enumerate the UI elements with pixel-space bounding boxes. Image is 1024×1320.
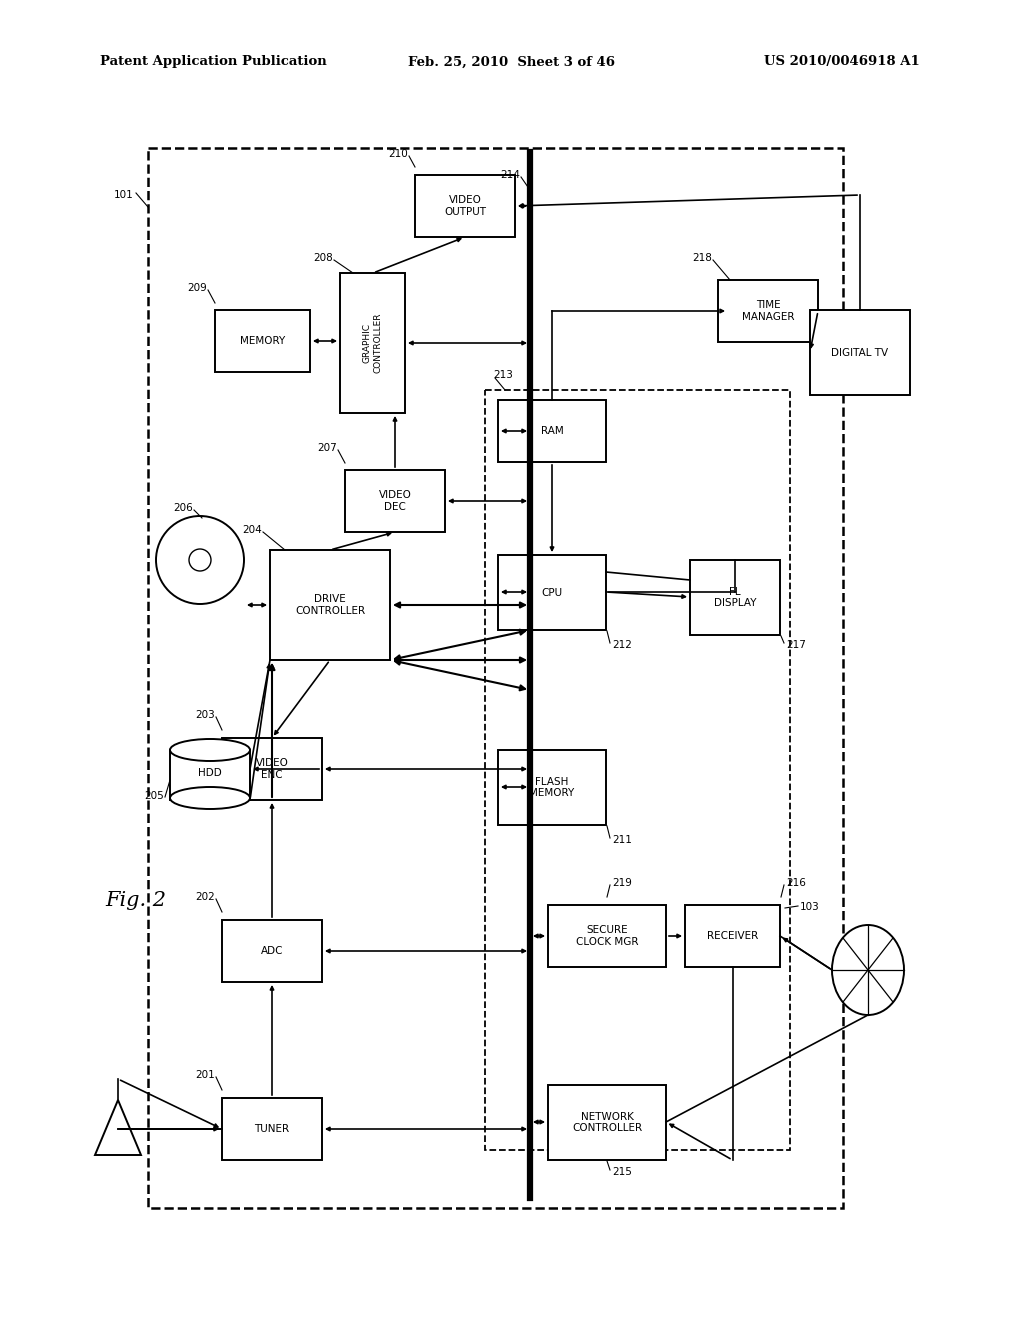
Text: DRIVE
CONTROLLER: DRIVE CONTROLLER	[295, 594, 366, 616]
Bar	[340, 273, 406, 413]
Bar	[690, 560, 780, 635]
Text: 213: 213	[493, 370, 513, 380]
Text: VIDEO
ENC: VIDEO ENC	[256, 758, 289, 780]
Ellipse shape	[170, 739, 250, 762]
Text: 214: 214	[500, 170, 520, 180]
Bar	[548, 1085, 666, 1160]
Text: US 2010/0046918 A1: US 2010/0046918 A1	[764, 55, 920, 69]
Bar	[270, 550, 390, 660]
Text: 219: 219	[612, 878, 632, 888]
Text: FLASH
MEMORY: FLASH MEMORY	[529, 776, 574, 799]
Text: 103: 103	[800, 902, 820, 912]
Text: 204: 204	[243, 525, 262, 535]
Bar	[170, 750, 250, 800]
Ellipse shape	[170, 787, 250, 809]
Text: RECEIVER: RECEIVER	[707, 931, 758, 941]
Text: 218: 218	[692, 253, 712, 263]
Text: SECURE
CLOCK MGR: SECURE CLOCK MGR	[575, 925, 638, 946]
Text: NETWORK
CONTROLLER: NETWORK CONTROLLER	[572, 1111, 642, 1134]
Text: 211: 211	[612, 836, 632, 845]
Bar	[810, 310, 910, 395]
Text: GRAPHIC
CONTROLLER: GRAPHIC CONTROLLER	[362, 313, 382, 374]
Text: FL
DISPLAY: FL DISPLAY	[714, 586, 757, 609]
Bar	[548, 906, 666, 968]
Text: MEMORY: MEMORY	[240, 337, 285, 346]
Bar	[415, 176, 515, 238]
Text: 208: 208	[313, 253, 333, 263]
Bar	[485, 389, 790, 1150]
Text: Fig. 2: Fig. 2	[105, 891, 166, 909]
Text: 217: 217	[786, 640, 806, 649]
Text: 205: 205	[144, 791, 164, 801]
Bar	[345, 470, 445, 532]
Bar	[222, 738, 322, 800]
Text: TIME
MANAGER: TIME MANAGER	[741, 300, 795, 322]
Text: VIDEO
OUTPUT: VIDEO OUTPUT	[444, 195, 486, 216]
Text: VIDEO
DEC: VIDEO DEC	[379, 490, 412, 512]
Bar	[498, 400, 606, 462]
Text: 212: 212	[612, 640, 632, 649]
Text: 216: 216	[786, 878, 806, 888]
Text: 202: 202	[196, 892, 215, 902]
Text: RAM: RAM	[541, 426, 563, 436]
Bar	[498, 750, 606, 825]
Text: Feb. 25, 2010  Sheet 3 of 46: Feb. 25, 2010 Sheet 3 of 46	[409, 55, 615, 69]
Bar	[222, 920, 322, 982]
Text: 207: 207	[317, 444, 337, 453]
Text: CPU: CPU	[542, 587, 562, 598]
Bar	[148, 148, 843, 1208]
Bar	[222, 1098, 322, 1160]
Text: 209: 209	[187, 282, 207, 293]
Text: 210: 210	[388, 149, 408, 158]
Text: 101: 101	[115, 190, 134, 201]
Ellipse shape	[831, 925, 904, 1015]
Text: ADC: ADC	[261, 946, 284, 956]
Text: HDD: HDD	[198, 767, 222, 777]
Bar	[215, 310, 310, 372]
Bar	[498, 554, 606, 630]
Text: 203: 203	[196, 710, 215, 719]
Bar	[718, 280, 818, 342]
Text: 206: 206	[173, 503, 193, 513]
Text: DIGITAL TV: DIGITAL TV	[831, 347, 889, 358]
Text: 215: 215	[612, 1167, 632, 1177]
Text: 201: 201	[196, 1071, 215, 1080]
Text: TUNER: TUNER	[254, 1125, 290, 1134]
Bar	[685, 906, 780, 968]
Text: Patent Application Publication: Patent Application Publication	[100, 55, 327, 69]
